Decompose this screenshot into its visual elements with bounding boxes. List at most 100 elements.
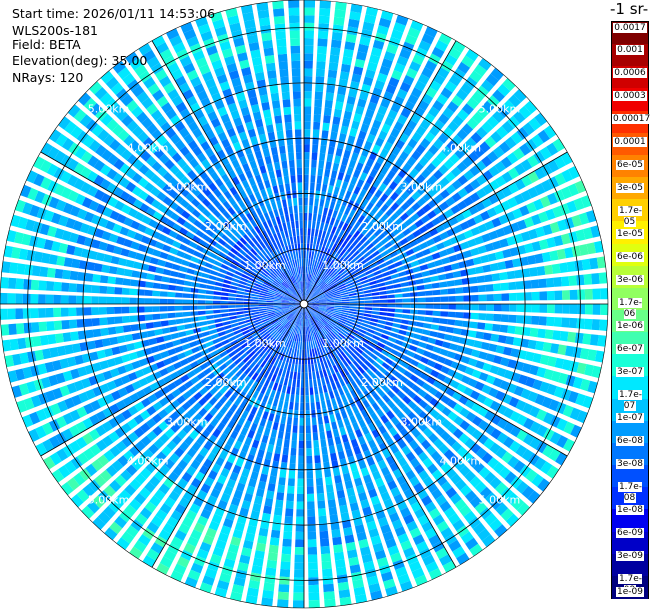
heatmap-cell (296, 228, 300, 236)
heatmap-cell (355, 593, 368, 604)
heatmap-cell (507, 115, 520, 129)
heatmap-cell (290, 363, 295, 372)
heatmap-cell (250, 307, 259, 310)
heatmap-cell (305, 326, 308, 335)
heatmap-cell (341, 261, 349, 268)
heatmap-cell (298, 197, 303, 206)
heatmap-cell (311, 305, 319, 307)
heatmap-cell (332, 467, 341, 477)
heatmap-cell (494, 524, 508, 538)
heatmap-cell (311, 306, 319, 309)
heatmap-cell (243, 420, 252, 429)
heatmap-cell (376, 155, 386, 165)
heatmap-cell (326, 84, 336, 94)
heatmap-cell (338, 589, 351, 599)
heatmap-cell (565, 345, 575, 357)
heatmap-cell (400, 507, 411, 518)
heatmap-cell (95, 439, 108, 452)
heatmap-cell (407, 27, 421, 39)
heatmap-cell (371, 373, 380, 382)
heatmap-cell (53, 281, 62, 292)
heatmap-cell (450, 493, 462, 505)
heatmap-cell (304, 235, 307, 244)
heatmap-cell (392, 255, 401, 263)
heatmap-cell (252, 390, 260, 399)
heatmap-cell (447, 120, 459, 133)
heatmap-cell (215, 439, 225, 449)
heatmap-cell (79, 468, 92, 481)
heatmap-cell (408, 560, 422, 572)
heatmap-cell (493, 283, 502, 292)
heatmap-cell (472, 522, 486, 535)
heatmap-cell (597, 335, 607, 347)
heatmap-cell (328, 506, 338, 516)
heatmap-cell (534, 457, 547, 471)
heatmap-cell (367, 356, 375, 364)
heatmap-cell (473, 214, 484, 224)
heatmap-cell (394, 288, 403, 293)
heatmap-cell (395, 566, 408, 578)
heatmap-cell (273, 15, 285, 25)
heatmap-cell (463, 229, 474, 239)
heatmap-cell (402, 298, 411, 303)
heatmap-cell (417, 73, 430, 85)
heatmap-cell (372, 119, 382, 130)
colorbar-tick-label: 1e-07 (616, 412, 644, 423)
heatmap-cell (301, 250, 304, 259)
heatmap-cell (441, 257, 451, 265)
heatmap-cell (374, 549, 387, 560)
heatmap-cell (464, 490, 477, 503)
heatmap-cell (467, 238, 477, 248)
heatmap-cell (370, 590, 383, 601)
heatmap-cell (312, 424, 318, 433)
heatmap-cell (181, 401, 191, 411)
heatmap-cell (522, 402, 534, 415)
heatmap-cell (314, 99, 323, 108)
heatmap-cell (310, 341, 314, 349)
heatmap-cell (421, 329, 431, 336)
heatmap-cell (347, 268, 355, 275)
heatmap-cell (396, 334, 406, 341)
heatmap-cell (341, 519, 352, 529)
heatmap-cell (359, 383, 367, 393)
heatmap-cell (508, 182, 519, 194)
heatmap-cell (315, 313, 322, 319)
heatmap-cell (173, 257, 183, 265)
heatmap-cell (335, 345, 343, 353)
heatmap-cell (437, 132, 449, 144)
heatmap-cell (351, 470, 361, 480)
heatmap-cell (198, 289, 207, 294)
heatmap-cell (374, 254, 383, 262)
heatmap-cell (283, 345, 288, 354)
ring-label: 2.00km (205, 376, 247, 389)
heatmap-cell (386, 246, 396, 254)
heatmap-cell (306, 289, 309, 297)
heatmap-cell (279, 68, 289, 78)
heatmap-cell (373, 270, 382, 276)
heatmap-cell (295, 387, 300, 396)
heatmap-cell (539, 381, 550, 393)
heatmap-cell (293, 371, 297, 380)
heatmap-cell (529, 437, 541, 450)
heatmap-cell (158, 397, 169, 407)
heatmap-cell (370, 495, 381, 506)
heatmap-cell (348, 88, 358, 98)
heatmap-cell (56, 448, 69, 462)
heatmap-cell (553, 386, 565, 398)
heatmap-cell (372, 307, 380, 311)
heatmap-cell (447, 311, 456, 318)
heatmap-cell (278, 477, 286, 486)
heatmap-cell (339, 71, 350, 81)
heatmap-cell (539, 354, 550, 366)
heatmap-cell (326, 257, 333, 266)
heatmap-cell (442, 220, 452, 230)
heatmap-cell (425, 221, 435, 230)
heatmap-cell (328, 375, 334, 384)
heatmap-cell (271, 373, 277, 382)
heatmap-cell (522, 327, 531, 337)
heatmap-cell (230, 339, 239, 346)
heatmap-cell (514, 178, 526, 191)
heatmap-cell (366, 328, 375, 334)
heatmap-cell (376, 408, 385, 418)
heatmap-cell (264, 353, 271, 362)
